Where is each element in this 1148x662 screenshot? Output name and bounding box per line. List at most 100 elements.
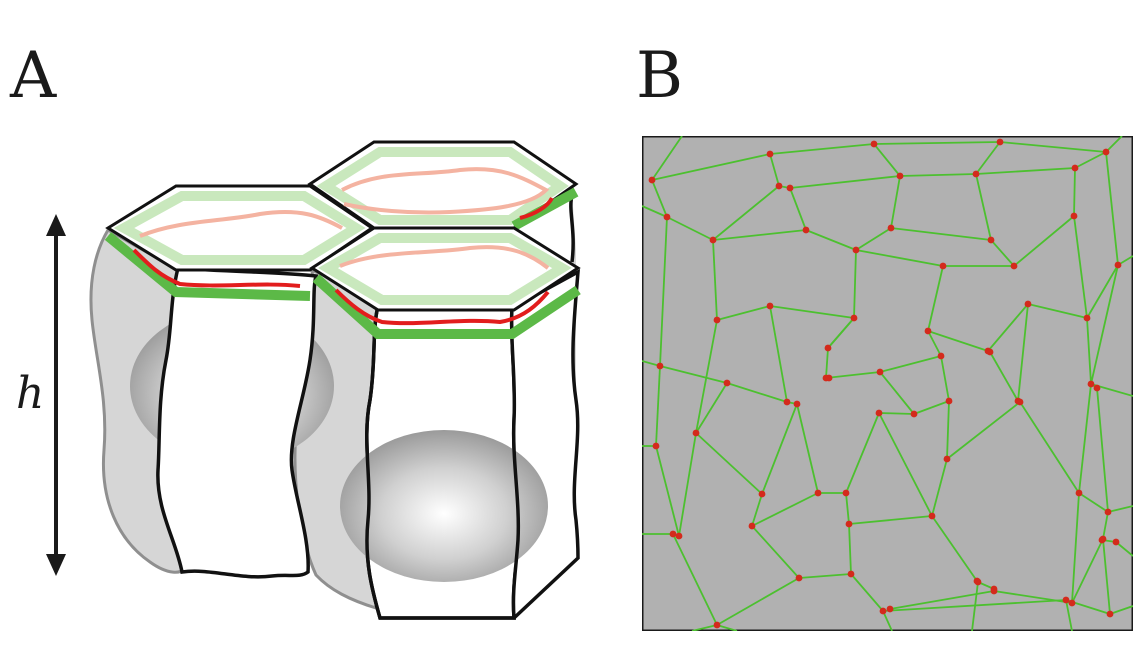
cell-edge [1096,387,1109,513]
cell-edge [805,229,857,251]
cell-edge [672,533,718,626]
cell-edge [975,167,1076,175]
cell-edge-boundary [651,136,683,181]
cell-vertex [850,314,858,322]
cell-edge [789,175,901,189]
cell-edge [848,515,933,525]
cell-edge [850,573,884,612]
cell-edge [796,403,819,494]
cell-vertex [775,182,783,190]
cell-edge [678,432,697,537]
cell-edge [659,216,668,367]
cell-edge [845,412,880,494]
cell-vertex [1062,596,1070,604]
cell-vertex [786,184,794,192]
cell-edge [855,227,892,251]
cell-vertex [896,172,904,180]
cell-edge [659,365,728,384]
cell-vertex [876,368,884,376]
cell-vertex [1112,538,1120,546]
cell-edge [695,382,728,434]
cell-vertex [669,530,677,538]
cell-edge-boundary [882,610,893,631]
cell-edge-boundary [1107,505,1133,513]
cell-edge [1090,264,1119,385]
cell-vertex [1083,314,1091,322]
cell-vertex [987,236,995,244]
cell-edge [853,249,857,319]
cell-edge [931,515,978,582]
cell-edge [1073,215,1088,319]
cell-edge [769,153,780,187]
cell-edge [712,185,780,241]
junction-line-right [334,288,550,326]
cell-edge [1102,538,1111,615]
cell-edge [789,187,807,231]
cell-vertex [709,236,717,244]
cell-vertex [852,246,860,254]
cell-edge-boundary [642,205,668,218]
cell-edge [798,573,852,579]
cell-edge [946,401,1021,460]
cell-vertex [814,489,822,497]
cell-edge [989,351,1019,402]
cell-edge [927,265,944,332]
adherens-band-left [104,232,311,301]
cell-edge [1027,303,1088,319]
cell-vertex [766,150,774,158]
cell-vertex [1098,536,1106,544]
cell-vertex [1087,380,1095,388]
cell-edge [946,400,950,460]
cell-edge [827,317,855,349]
cell-edge [899,173,977,177]
cell-edge [695,319,718,434]
height-symbol: h [16,368,44,419]
cell-edge [855,249,944,267]
cell-vertex [943,455,951,463]
cell-vertex [824,344,832,352]
cell-edge [1071,538,1104,604]
cell-vertex [783,398,791,406]
cell-edge [651,179,668,218]
cell-vertex [939,262,947,270]
cell-vertex [845,520,853,528]
cell-edge [655,365,661,447]
cell-edge [879,355,942,373]
adherens-band-right [312,274,581,339]
cell-vertex [937,352,945,360]
cell-edge [751,525,800,579]
cell-vertex [1024,300,1032,308]
cell-edge [873,141,1001,145]
cell-edge [825,347,829,379]
cell-edge [975,173,992,241]
cell-edge [1105,151,1119,266]
cell-vertex [795,574,803,582]
cell-edge-boundary [971,581,979,631]
cell-vertex-set [648,138,1122,629]
cell-front-left-body [156,266,319,579]
cell-edge [655,445,680,537]
cell-vertex [886,605,894,613]
cell-edge [845,492,850,525]
cell-edge [712,239,718,321]
cell-edge [651,153,771,181]
cell-vertex [1070,212,1078,220]
cell-vertex [1068,599,1076,607]
cell-edge-boundary [1109,605,1133,615]
cell-vertex [996,138,1004,146]
cell-edge [1074,151,1107,169]
cell-vertex [990,587,998,595]
cell-vertex [879,607,887,615]
cell-vertex [924,327,932,335]
cell-edge [1078,492,1109,513]
cell-edge [716,577,800,626]
cell-vertex [1016,398,1024,406]
cell-edge [769,143,875,155]
cell-edge-boundary [1105,136,1123,153]
panel-label-b: B [636,39,684,113]
cell-vertex [973,577,981,585]
cell-vertex [928,512,936,520]
cell-vertex [656,362,664,370]
cell-edge [712,229,807,241]
cell-vertex [793,400,801,408]
